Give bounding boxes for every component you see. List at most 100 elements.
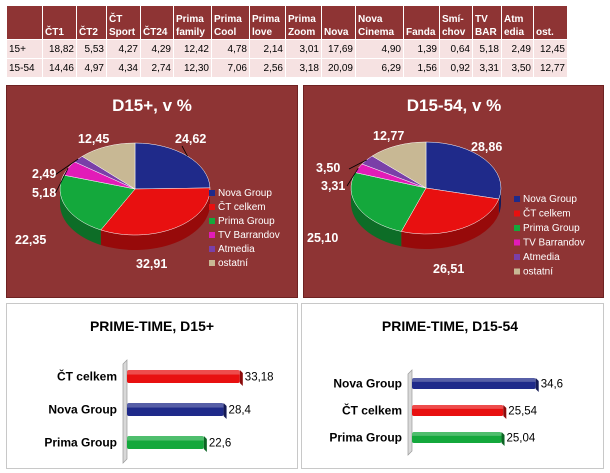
- pie-title: D15-54, v %: [407, 96, 502, 115]
- table-header-cell: Atm edia: [501, 5, 534, 40]
- table-cell: 20,09: [321, 58, 356, 78]
- pie-slice: [425, 141, 502, 200]
- table-cell: 2,49: [501, 39, 534, 59]
- table-header-cell: ČT1: [42, 5, 77, 40]
- bar-axis-wall: [407, 369, 413, 456]
- bar-highlight: [412, 432, 502, 436]
- bar-panel-d15plus: PRIME-TIME, D15+ ČT celkem 33,18 Nova Group…: [6, 303, 298, 469]
- table-row: 15+ 18,82 5,53 4,27 4,29 12,42 4,78 2,14 3,01 17,…: [6, 39, 568, 59]
- legend-swatch: [209, 232, 215, 238]
- table-cell: 2,14: [249, 39, 286, 59]
- pie-value-label: 12,45: [78, 132, 109, 146]
- legend-swatch: [514, 196, 520, 202]
- bar: [412, 405, 504, 416]
- table-row-label: 15-54: [6, 58, 43, 78]
- table-cell: 5,18: [472, 39, 502, 59]
- legend-label: ostatní: [523, 267, 553, 278]
- bar-chart-d15plus: PRIME-TIME, D15+ ČT celkem 33,18 Nova Group…: [44, 318, 274, 464]
- table-cell: 12,42: [173, 39, 212, 59]
- table-cell: 4,34: [106, 58, 141, 78]
- legend-label: Atmedia: [523, 252, 560, 263]
- legend-swatch: [209, 190, 215, 196]
- bar-panel-d15-54: PRIME-TIME, D15-54 Nova Group 34,6 ČT celke…: [301, 303, 604, 469]
- bar-highlight: [127, 370, 240, 375]
- pie-panel-d15plus: D15+, v % 24,62 32,91 22,35 5,18 2,49 12,45 Nov…: [6, 85, 298, 298]
- table-header-cell: Smí-chov: [439, 5, 473, 40]
- bar-chart-d15-54: PRIME-TIME, D15-54 Nova Group 34,6 ČT celke…: [329, 318, 563, 456]
- pie-value-label: 32,91: [136, 257, 167, 271]
- bar-category-label: Prima Group: [329, 431, 402, 445]
- pie-slice-side: [351, 188, 402, 247]
- legend-swatch: [209, 260, 215, 266]
- table-header-cell: ČT2: [76, 5, 107, 40]
- table-cell: 5,53: [76, 39, 107, 59]
- pie-slice: [371, 141, 427, 189]
- bar-end: [501, 432, 505, 446]
- legend-label: ČT celkem: [523, 207, 571, 220]
- table-cell: 14,46: [42, 58, 77, 78]
- table-cell: 12,30: [173, 58, 212, 78]
- table-cell: 1,56: [403, 58, 440, 78]
- bar: [412, 378, 536, 389]
- table-cell: 6,29: [355, 58, 404, 78]
- table-cell: 3,50: [501, 58, 534, 78]
- legend-label: Prima Group: [218, 216, 275, 227]
- table-header-cell: Prima Cool: [211, 5, 250, 40]
- pie-slice-side: [100, 189, 210, 250]
- table-header-cell: ost.: [533, 5, 568, 40]
- table-header-cell: ČT24: [140, 5, 174, 40]
- pie-slice: [350, 172, 427, 232]
- legend-swatch: [514, 268, 520, 275]
- pie-chart-d15plus: D15+, v % 24,62 32,91 22,35 5,18 2,49 12,45 Nov…: [15, 96, 280, 271]
- share-table: ČT1 ČT2 ČT Sport ČT24 Prima family Prima Cool…: [6, 5, 568, 78]
- table-header-row: ČT1 ČT2 ČT Sport ČT24 Prima family Prima Cool…: [6, 5, 568, 40]
- bar-end: [503, 405, 507, 419]
- bar: [127, 403, 224, 416]
- pie-value-label: 26,51: [433, 262, 464, 276]
- table-cell: 0,92: [439, 58, 473, 78]
- pie-value-label: 22,35: [15, 233, 46, 247]
- table-cell: 12,45: [533, 39, 568, 59]
- bar-title: PRIME-TIME, D15-54: [382, 318, 518, 334]
- bar-value-label: 25,54: [508, 406, 537, 418]
- bar-highlight: [127, 403, 224, 408]
- bar-value-label: 22,6: [209, 438, 231, 450]
- bar-highlight: [127, 436, 204, 441]
- legend-label: Nova Group: [523, 194, 577, 205]
- table-header-cell: ČT Sport: [106, 5, 141, 40]
- bar-category-label: ČT celkem: [342, 403, 402, 418]
- legend-swatch: [209, 246, 215, 252]
- table-header-cell: Fanda: [403, 5, 440, 40]
- bar-title: PRIME-TIME, D15+: [90, 318, 214, 334]
- pie-slice: [100, 187, 211, 236]
- table-cell: 0,64: [439, 39, 473, 59]
- table-cell: 17,69: [321, 39, 356, 59]
- legend-swatch: [514, 239, 520, 246]
- pie-leader-line: [54, 168, 69, 195]
- table-header-cell: TV BAR: [472, 5, 502, 40]
- table-row-label: 15+: [6, 39, 43, 59]
- bar-end: [203, 436, 207, 452]
- pie-slice: [59, 174, 136, 231]
- pie-chart-d15-54: D15-54, v % 28,86 26,51 25,10 3,31 3,50 12,77 N…: [307, 96, 585, 278]
- bar-highlight: [412, 378, 536, 382]
- legend-label: Nova Group: [218, 188, 272, 199]
- table-cell: 3,31: [472, 58, 502, 78]
- legend-swatch: [209, 204, 215, 210]
- pie-slice-side: [60, 189, 101, 245]
- bar: [127, 436, 204, 449]
- pie-title: D15+, v %: [112, 96, 192, 115]
- pie-value-label: 3,31: [321, 179, 345, 193]
- bar: [127, 370, 240, 383]
- bar: [412, 432, 502, 443]
- table-body: 15+ 18,82 5,53 4,27 4,29 12,42 4,78 2,14 3,01 17,…: [6, 39, 568, 78]
- pie-value-label: 5,18: [32, 186, 56, 200]
- table-row: 15-54 14,46 4,97 4,34 2,74 12,30 7,06 2,56 3,18 2…: [6, 58, 568, 78]
- pie-slice: [134, 142, 211, 190]
- bar-end: [239, 370, 243, 386]
- bar-value-label: 25,04: [507, 433, 536, 445]
- bar-category-label: Prima Group: [44, 436, 117, 450]
- table-header-cell: Prima love: [249, 5, 286, 40]
- table-cell: 4,27: [106, 39, 141, 59]
- pie-leader-line: [54, 158, 79, 176]
